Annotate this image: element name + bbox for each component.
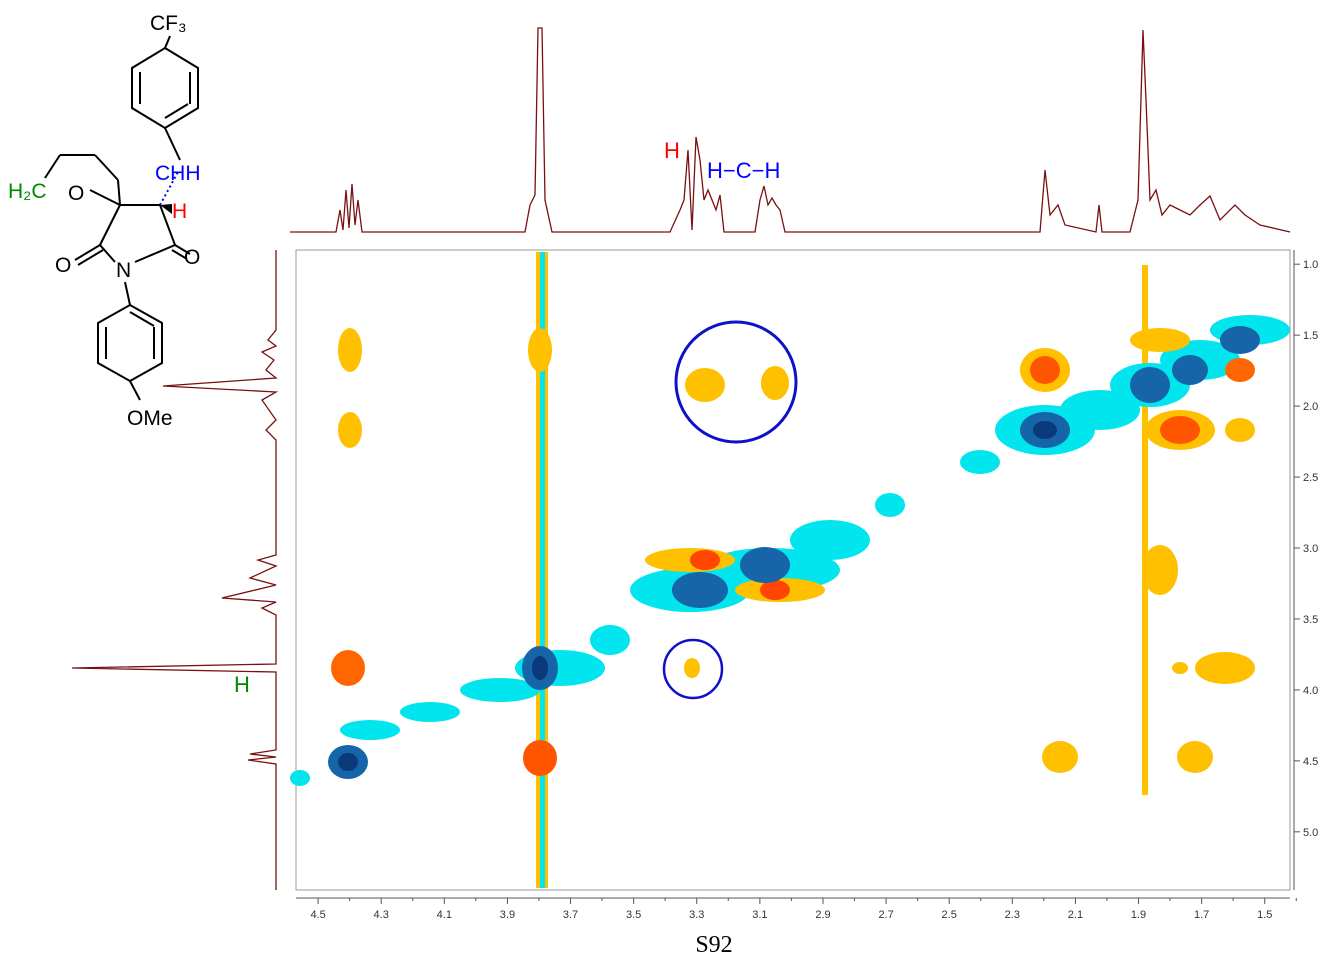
contour bbox=[290, 770, 310, 786]
x-tick-label: 2.9 bbox=[815, 909, 830, 921]
contour bbox=[1195, 652, 1255, 684]
contour bbox=[672, 572, 728, 608]
highlight-circle bbox=[674, 320, 798, 444]
x-tick-label: 2.3 bbox=[1005, 909, 1020, 921]
wedge-bond bbox=[160, 204, 172, 214]
x-tick-label: 1.7 bbox=[1194, 909, 1209, 921]
y-tick-label: 3.0 bbox=[1303, 543, 1318, 555]
contour bbox=[1033, 421, 1057, 439]
contour bbox=[684, 658, 700, 678]
x-tick-label: 2.1 bbox=[1068, 909, 1083, 921]
chh-label: CHH bbox=[155, 162, 201, 185]
page-number: S92 bbox=[695, 932, 732, 958]
x-tick-label: 3.1 bbox=[752, 909, 767, 921]
annotation: H bbox=[234, 672, 250, 697]
x-tick-label: 4.1 bbox=[437, 909, 452, 921]
contour bbox=[1220, 326, 1260, 354]
contour bbox=[1225, 418, 1255, 442]
contour bbox=[875, 493, 905, 517]
n-label: N bbox=[116, 259, 131, 282]
y-tick-label: 5.0 bbox=[1303, 827, 1318, 839]
contour bbox=[1172, 355, 1208, 385]
y-tick-label: 4.5 bbox=[1303, 756, 1318, 768]
y-tick-label: 1.0 bbox=[1303, 259, 1318, 271]
contour bbox=[1225, 358, 1255, 382]
x-tick-label: 1.5 bbox=[1257, 909, 1272, 921]
contour bbox=[1142, 265, 1148, 795]
contour bbox=[338, 753, 358, 771]
x-tick-label: 4.3 bbox=[374, 909, 389, 921]
hash-bond bbox=[159, 171, 179, 206]
contour bbox=[690, 550, 720, 570]
contour bbox=[590, 625, 630, 655]
contour bbox=[338, 412, 362, 448]
contour bbox=[1060, 390, 1140, 430]
x-tick-label: 3.3 bbox=[689, 909, 704, 921]
o-label: O bbox=[68, 182, 84, 205]
contour bbox=[1030, 356, 1060, 384]
contour bbox=[528, 328, 552, 372]
contour bbox=[460, 678, 540, 702]
y-tick-label: 3.5 bbox=[1303, 614, 1318, 626]
contour bbox=[338, 328, 362, 372]
contour bbox=[340, 720, 400, 740]
x-tick-label: 3.7 bbox=[563, 909, 578, 921]
o-label: O bbox=[55, 254, 71, 277]
x-tick-label: 2.7 bbox=[878, 909, 893, 921]
molecule-bonds bbox=[44, 35, 199, 401]
contour bbox=[960, 450, 1000, 474]
contour bbox=[1130, 328, 1190, 352]
contour bbox=[760, 580, 790, 600]
h-label: H bbox=[172, 200, 187, 223]
contour bbox=[761, 366, 789, 400]
spectrum bbox=[290, 252, 1290, 888]
contour bbox=[1177, 741, 1213, 773]
contour bbox=[523, 740, 557, 776]
annotation: H−C−H bbox=[707, 158, 780, 183]
contour bbox=[1142, 545, 1178, 595]
contour bbox=[331, 650, 365, 686]
plot-frame bbox=[295, 249, 1291, 891]
x-tick-label: 4.5 bbox=[310, 909, 325, 921]
contour bbox=[1160, 416, 1200, 444]
o-label: O bbox=[184, 246, 200, 269]
top-trace bbox=[290, 27, 1291, 233]
annotation: H bbox=[664, 138, 680, 163]
contour bbox=[685, 368, 725, 402]
contour bbox=[540, 252, 545, 888]
x-tick-label: 3.9 bbox=[500, 909, 515, 921]
contour bbox=[1172, 662, 1188, 674]
ome-label: OMe bbox=[127, 407, 173, 430]
contour bbox=[790, 520, 870, 560]
contour bbox=[1042, 741, 1078, 773]
y-tick-label: 2.0 bbox=[1303, 401, 1318, 413]
cf3-label: CF₃ bbox=[150, 12, 187, 35]
contour bbox=[532, 656, 548, 680]
y-tick-label: 2.5 bbox=[1303, 472, 1318, 484]
contour bbox=[740, 547, 790, 583]
x-tick-label: 1.9 bbox=[1131, 909, 1146, 921]
x-tick-label: 2.5 bbox=[942, 909, 957, 921]
contour bbox=[1130, 367, 1170, 403]
h2c-label: H₂C bbox=[8, 180, 46, 203]
x-tick-label: 3.5 bbox=[626, 909, 641, 921]
contour bbox=[400, 702, 460, 722]
left-trace bbox=[71, 250, 279, 890]
highlight-circle bbox=[662, 638, 724, 700]
y-tick-label: 4.0 bbox=[1303, 685, 1318, 697]
y-tick-label: 1.5 bbox=[1303, 330, 1318, 342]
